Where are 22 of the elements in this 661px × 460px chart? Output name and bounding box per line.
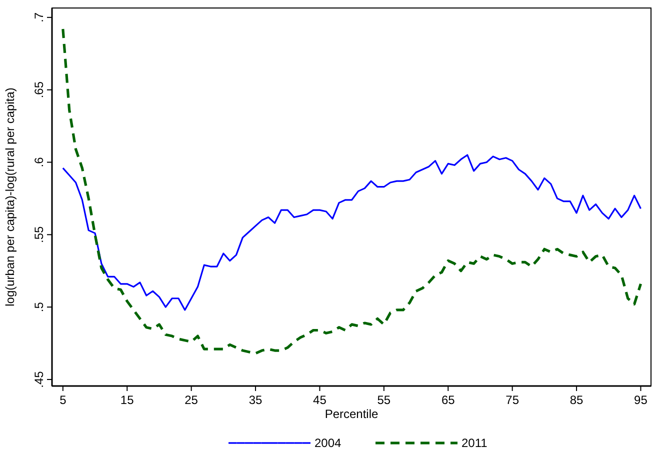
y-tick-label: .7 (32, 12, 46, 22)
legend-label: 2004 (314, 436, 342, 450)
y-axis-title: log(urban per capita)-log(rural per capita) (3, 88, 17, 306)
y-tick-label: .45 (32, 370, 46, 388)
line-series (62, 28, 642, 355)
legend-label: 2011 (462, 436, 488, 450)
x-tick-label: 95 (634, 393, 648, 407)
x-tick-label: 25 (184, 393, 198, 407)
x-tick-label: 15 (120, 393, 134, 407)
x-tick-label: 5 (60, 393, 67, 407)
x-tick-label: 35 (248, 393, 263, 407)
x-tick-label: 85 (570, 393, 584, 407)
y-tick-label: .55 (32, 226, 46, 243)
x-tick-label: 55 (377, 393, 391, 407)
y-tick-label: .65 (32, 81, 46, 98)
x-tick-label: 75 (506, 393, 520, 407)
y-tick-label: .6 (32, 156, 46, 168)
x-tick-label: 65 (441, 393, 456, 407)
x-axis-title: Percentile (324, 407, 378, 421)
x-tick-label: 45 (313, 393, 327, 407)
line-series (62, 154, 642, 311)
y-tick-label: .5 (32, 302, 46, 312)
